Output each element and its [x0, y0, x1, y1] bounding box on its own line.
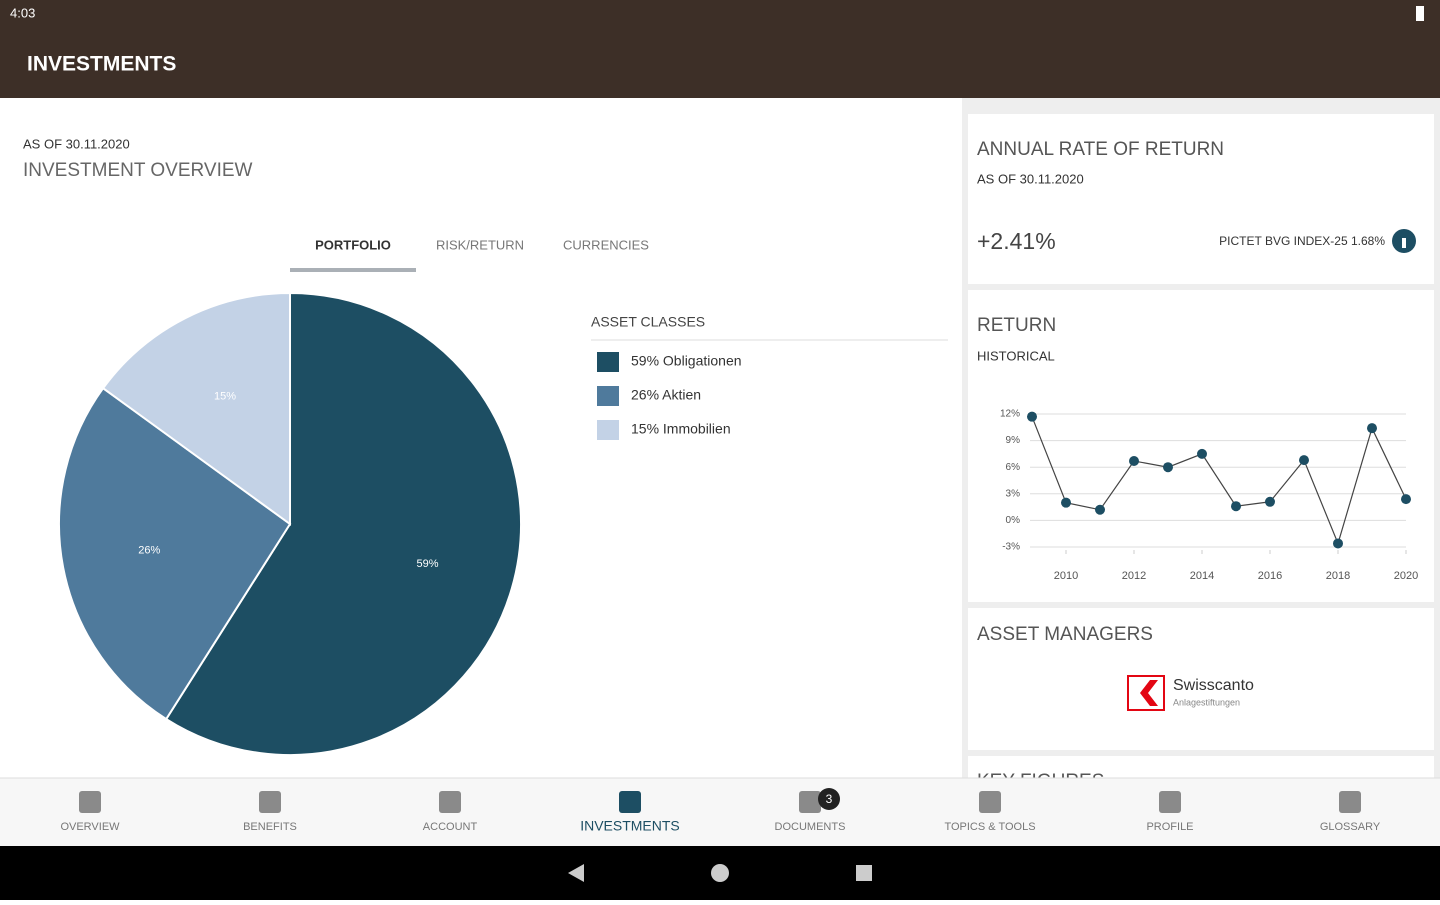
nav-icon: [439, 791, 461, 813]
x-tick-label: 2020: [1394, 570, 1418, 582]
badge-count: 3: [826, 792, 833, 806]
nav-icon: [1339, 791, 1361, 813]
section-title: INVESTMENT OVERVIEW: [23, 160, 253, 181]
tab[interactable]: RISK/RETURN: [436, 237, 524, 252]
nav-label[interactable]: GLOSSARY: [1320, 821, 1381, 833]
card-title: ASSET MANAGERS: [977, 624, 1153, 645]
app-title: INVESTMENTS: [27, 53, 176, 76]
as-of: AS OF 30.11.2020: [977, 171, 1084, 186]
benchmark: PICTET BVG INDEX-25 1.68%: [1219, 234, 1385, 248]
nav-icon: [259, 791, 281, 813]
point: [1299, 455, 1309, 466]
nav-icon: [1159, 791, 1181, 813]
point: [1367, 423, 1377, 434]
nav-label[interactable]: OVERVIEW: [60, 821, 120, 833]
nav-label[interactable]: BENEFITS: [243, 821, 297, 833]
slice-label: 26%: [138, 545, 160, 557]
nav-label[interactable]: PROFILE: [1146, 821, 1193, 833]
legend-label: 59% Obligationen: [631, 353, 742, 369]
manager-subname: Anlagestiftungen: [1173, 697, 1240, 707]
point: [1231, 501, 1241, 512]
card-title: RETURN: [977, 315, 1056, 336]
point: [1197, 448, 1207, 459]
x-tick-label: 2012: [1122, 570, 1146, 582]
bottom-nav: [0, 778, 1440, 846]
x-tick-label: 2016: [1258, 570, 1282, 582]
tab[interactable]: PORTFOLIO: [315, 237, 391, 252]
legend-swatch: [597, 352, 619, 372]
slice-label: 59%: [417, 558, 439, 570]
pie-slice: [101, 291, 291, 526]
point: [1129, 455, 1139, 466]
back-button[interactable]: [568, 864, 584, 882]
legend-swatch: [597, 386, 619, 406]
point: [1061, 497, 1071, 508]
nav-icon: [979, 791, 1001, 813]
home-button[interactable]: [711, 864, 729, 882]
card: [968, 608, 1434, 750]
nav-label[interactable]: ACCOUNT: [423, 821, 478, 833]
y-tick-label: 3%: [1006, 488, 1021, 499]
legend-label: 26% Aktien: [631, 387, 701, 403]
nav-label[interactable]: DOCUMENTS: [775, 821, 846, 833]
card: [968, 290, 1434, 602]
nav-label[interactable]: TOPICS & TOOLS: [944, 821, 1035, 833]
line: [1031, 416, 1407, 546]
point: [1265, 496, 1275, 507]
point: [1163, 462, 1173, 473]
y-tick-label: -3%: [1002, 542, 1020, 553]
pie-slice: [58, 386, 292, 721]
y-tick-label: 0%: [1006, 515, 1021, 526]
point: [1095, 504, 1105, 515]
card-subtitle: HISTORICAL: [977, 348, 1055, 363]
legend-title: ASSET CLASSES: [591, 314, 705, 330]
y-tick-label: 6%: [1006, 462, 1021, 473]
battery-icon: [1416, 6, 1424, 21]
app-bar-bg: [0, 0, 1440, 98]
pie-slice: [164, 291, 522, 756]
info-glyph: [1402, 238, 1406, 248]
recents-button[interactable]: [856, 865, 872, 881]
manager-logo-mark: [1140, 680, 1158, 706]
legend-swatch: [597, 420, 619, 440]
x-tick-label: 2018: [1326, 570, 1350, 582]
badge: [818, 788, 840, 810]
nav-icon: [799, 791, 821, 813]
point: [1401, 494, 1411, 505]
nav-label[interactable]: INVESTMENTS: [580, 818, 680, 834]
card: [968, 114, 1434, 284]
tab-indicator: [290, 268, 416, 272]
legend-label: 15% Immobilien: [631, 421, 731, 437]
y-tick-label: 9%: [1006, 435, 1021, 446]
x-tick-label: 2014: [1190, 570, 1214, 582]
card-title: ANNUAL RATE OF RETURN: [977, 139, 1224, 160]
as-of: AS OF 30.11.2020: [23, 136, 130, 151]
x-tick-label: 2010: [1054, 570, 1078, 582]
slice-label: 15%: [214, 390, 236, 402]
nav-icon: [79, 791, 101, 813]
y-tick-label: 12%: [1000, 409, 1020, 420]
nav-items: OVERVIEW BENEFITS ACCOUNT INVESTMENTS DOCUME…: [60, 791, 1381, 834]
point: [1027, 411, 1037, 422]
status-time: 4:03: [10, 5, 35, 20]
return-value: +2.41%: [977, 228, 1056, 254]
point: [1333, 538, 1343, 549]
manager-name: Swisscanto: [1173, 677, 1254, 694]
tab[interactable]: CURRENCIES: [563, 237, 649, 252]
nav-icon: [619, 791, 641, 813]
